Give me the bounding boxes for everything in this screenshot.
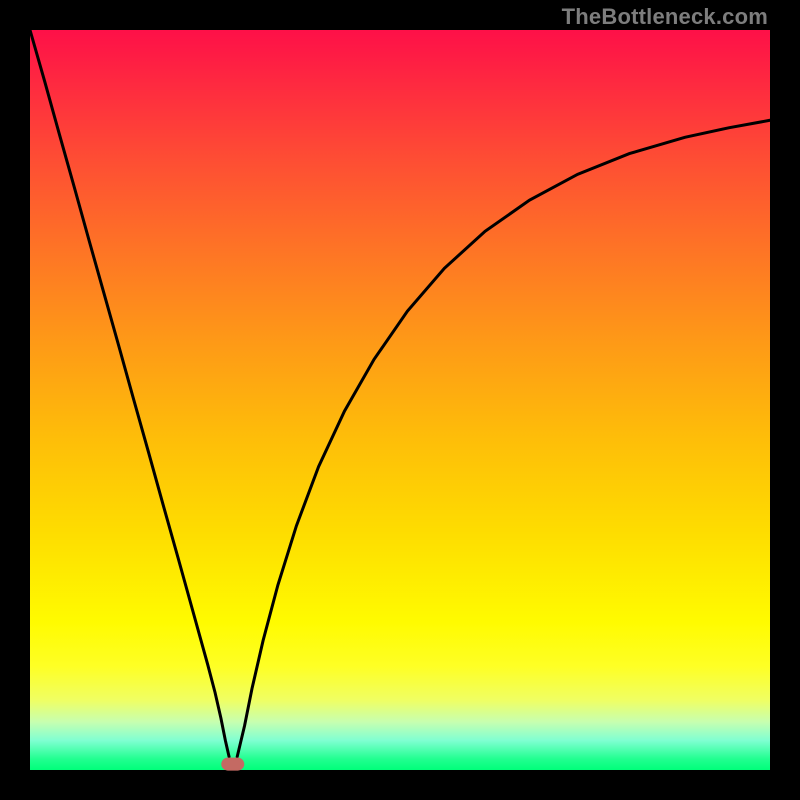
plot-area	[30, 30, 770, 770]
curve-right-branch	[237, 120, 770, 756]
chart-frame: TheBottleneck.com	[0, 0, 800, 800]
minimum-marker	[222, 758, 244, 770]
curve-left-branch	[30, 30, 229, 757]
watermark-text: TheBottleneck.com	[562, 4, 768, 30]
curve-svg	[30, 30, 770, 770]
